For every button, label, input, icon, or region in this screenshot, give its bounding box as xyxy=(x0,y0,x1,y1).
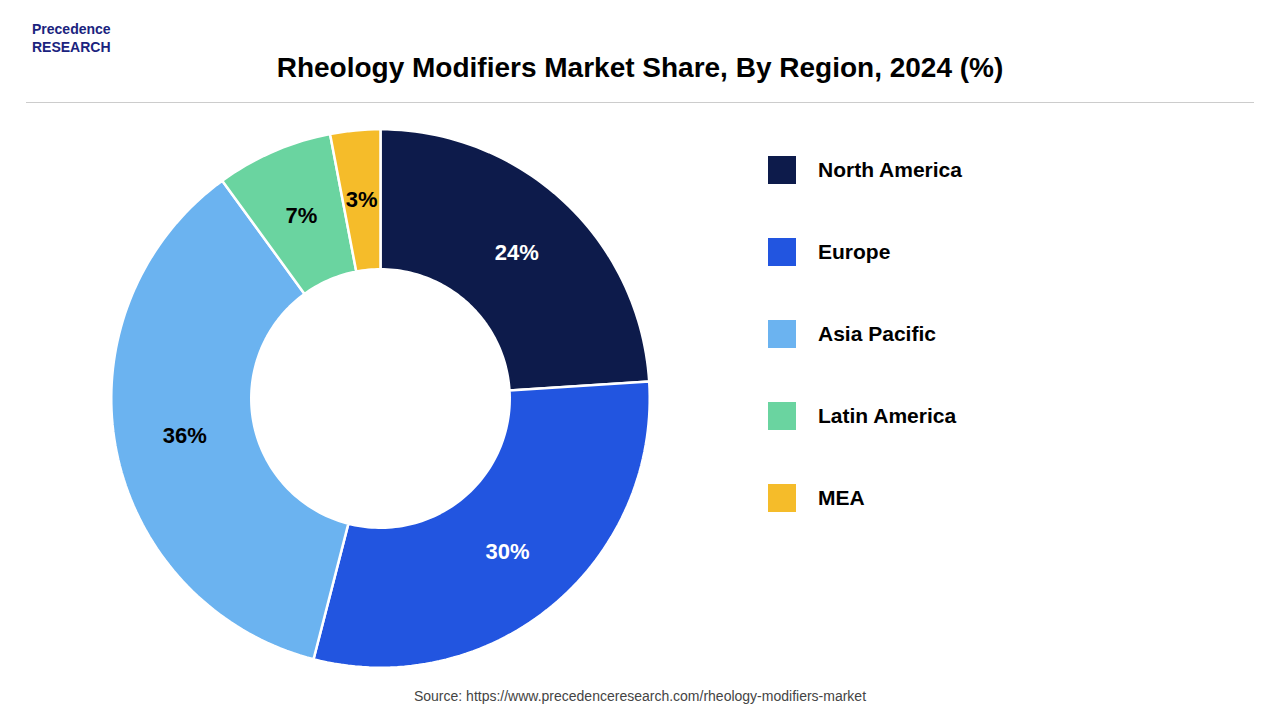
svg-text:36%: 36% xyxy=(163,423,207,448)
svg-text:3%: 3% xyxy=(346,187,378,212)
svg-text:24%: 24% xyxy=(495,240,539,265)
html-text:Latin America: Latin America xyxy=(818,404,957,427)
html-text:North America: North America xyxy=(818,158,962,181)
html-text:RESEARCH: RESEARCH xyxy=(32,39,111,56)
html-text:MEA: MEA xyxy=(818,486,865,509)
html-text:Precedence: Precedence xyxy=(32,21,111,37)
svg-text:7%: 7% xyxy=(285,203,317,228)
html-text:Asia Pacific: Asia Pacific xyxy=(818,322,936,345)
svg-text:30%: 30% xyxy=(485,539,529,564)
html-text:Rheology Modifiers Market Shar: Rheology Modifiers Market Share, By Regi… xyxy=(276,52,1004,83)
html-text:Europe: Europe xyxy=(818,240,891,263)
html-text:Source: https://www.precedence: Source: https://www.precedenceresearch.c… xyxy=(414,688,866,704)
